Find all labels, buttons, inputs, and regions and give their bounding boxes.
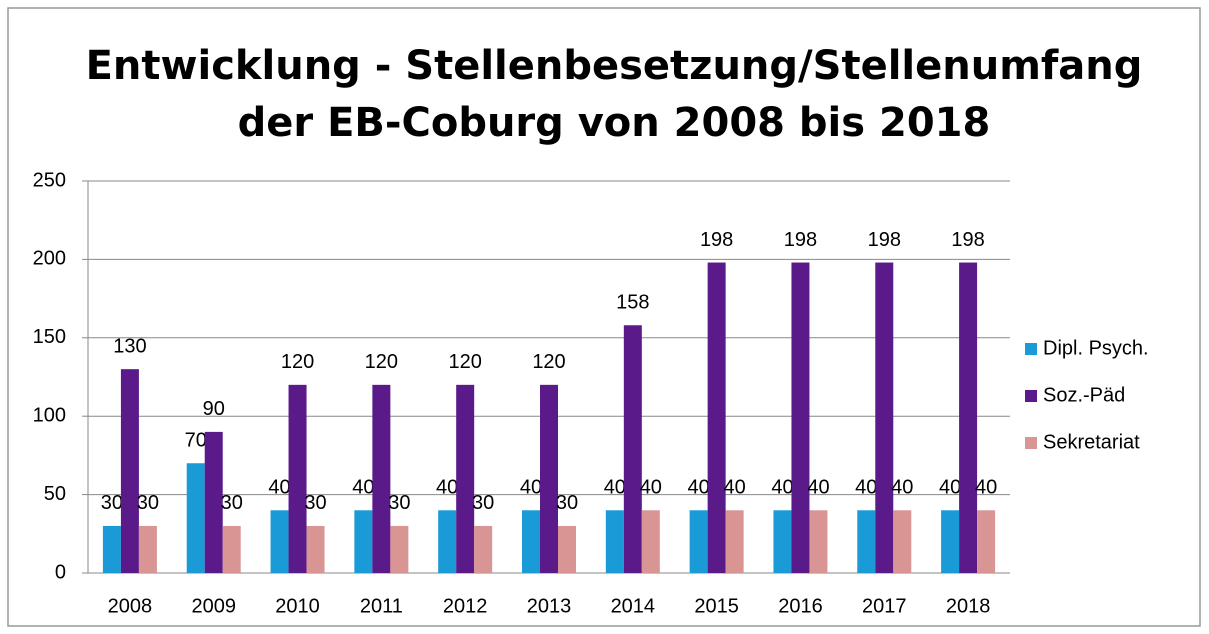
data-label: 40 <box>520 477 542 499</box>
bar <box>288 384 307 573</box>
y-tick-label: 50 <box>44 483 66 505</box>
y-tick-label: 0 <box>55 561 66 583</box>
bar <box>138 525 157 573</box>
x-tick-label: 2012 <box>443 595 488 617</box>
bar <box>707 262 726 573</box>
legend-swatch <box>1025 343 1037 355</box>
legend-swatch <box>1025 437 1037 449</box>
y-tick-label: 200 <box>33 248 66 270</box>
data-label: 30 <box>304 492 326 514</box>
bar <box>522 510 540 573</box>
data-label: 40 <box>688 477 710 499</box>
bar <box>773 510 792 573</box>
y-tick-label: 100 <box>33 404 66 426</box>
data-label: 120 <box>448 351 481 373</box>
data-label: 40 <box>268 477 290 499</box>
data-label: 40 <box>724 477 746 499</box>
x-tick-label: 2013 <box>527 595 572 617</box>
bar <box>354 510 373 573</box>
data-label: 40 <box>771 477 793 499</box>
y-tick-label: 150 <box>33 326 66 348</box>
bar <box>390 525 409 573</box>
x-tick-label: 2015 <box>694 595 739 617</box>
bar <box>204 431 223 573</box>
bar <box>540 384 558 573</box>
bar <box>558 525 576 573</box>
legend-label: Soz.-Päd <box>1043 384 1125 406</box>
bar <box>605 510 624 573</box>
bar <box>456 384 475 573</box>
bar <box>102 525 121 573</box>
bar <box>306 525 325 573</box>
x-tick-label: 2009 <box>191 595 236 617</box>
bar <box>959 262 978 573</box>
data-label: 198 <box>784 229 817 251</box>
bar <box>270 510 289 573</box>
data-label: 30 <box>221 492 243 514</box>
x-tick-label: 2011 <box>360 595 403 617</box>
bar <box>689 510 708 573</box>
data-label: 30 <box>556 492 578 514</box>
data-label: 120 <box>365 351 398 373</box>
x-tick-label: 2010 <box>275 595 320 617</box>
data-label: 120 <box>281 351 314 373</box>
data-label: 40 <box>640 477 662 499</box>
data-label: 40 <box>975 477 997 499</box>
bar <box>725 510 744 573</box>
x-tick-label: 2014 <box>611 595 656 617</box>
bar <box>941 510 960 573</box>
data-label: 40 <box>436 477 458 499</box>
y-tick-label: 250 <box>33 169 66 191</box>
data-label: 198 <box>700 229 733 251</box>
bar <box>120 369 139 573</box>
chart-title: Entwicklung - Stellenbesetzung/Stellenum… <box>86 43 1143 89</box>
bar <box>438 510 457 573</box>
bar <box>623 325 642 573</box>
bar <box>893 510 912 573</box>
data-label: 40 <box>604 477 626 499</box>
bar <box>474 525 493 573</box>
bar <box>222 525 241 573</box>
x-tick-label: 2016 <box>778 595 823 617</box>
data-label: 130 <box>113 335 146 357</box>
legend-swatch <box>1025 390 1037 402</box>
bar <box>809 510 828 573</box>
bar <box>977 510 996 573</box>
data-label: 198 <box>868 229 901 251</box>
data-label: 40 <box>939 477 961 499</box>
legend-label: Sekretariat <box>1043 431 1140 453</box>
data-label: 40 <box>891 477 913 499</box>
x-tick-label: 2017 <box>862 595 907 617</box>
data-label: 40 <box>855 477 877 499</box>
data-label: 90 <box>203 398 225 420</box>
bar <box>875 262 894 573</box>
data-label: 30 <box>137 492 159 514</box>
bar <box>791 262 810 573</box>
bar <box>641 510 660 573</box>
bar <box>372 384 391 573</box>
data-label: 40 <box>807 477 829 499</box>
data-label: 30 <box>388 492 410 514</box>
data-label: 158 <box>616 292 649 314</box>
x-tick-label: 2018 <box>946 595 991 617</box>
bar <box>857 510 876 573</box>
data-label: 30 <box>472 492 494 514</box>
data-label: 70 <box>185 430 207 452</box>
chart-title: der EB-Coburg von 2008 bis 2018 <box>238 100 991 146</box>
data-label: 120 <box>532 351 565 373</box>
bar <box>186 463 205 573</box>
data-label: 198 <box>951 229 984 251</box>
x-tick-label: 2008 <box>108 595 153 617</box>
legend-label: Dipl. Psych. <box>1043 337 1149 359</box>
data-label: 30 <box>101 492 123 514</box>
data-label: 40 <box>352 477 374 499</box>
